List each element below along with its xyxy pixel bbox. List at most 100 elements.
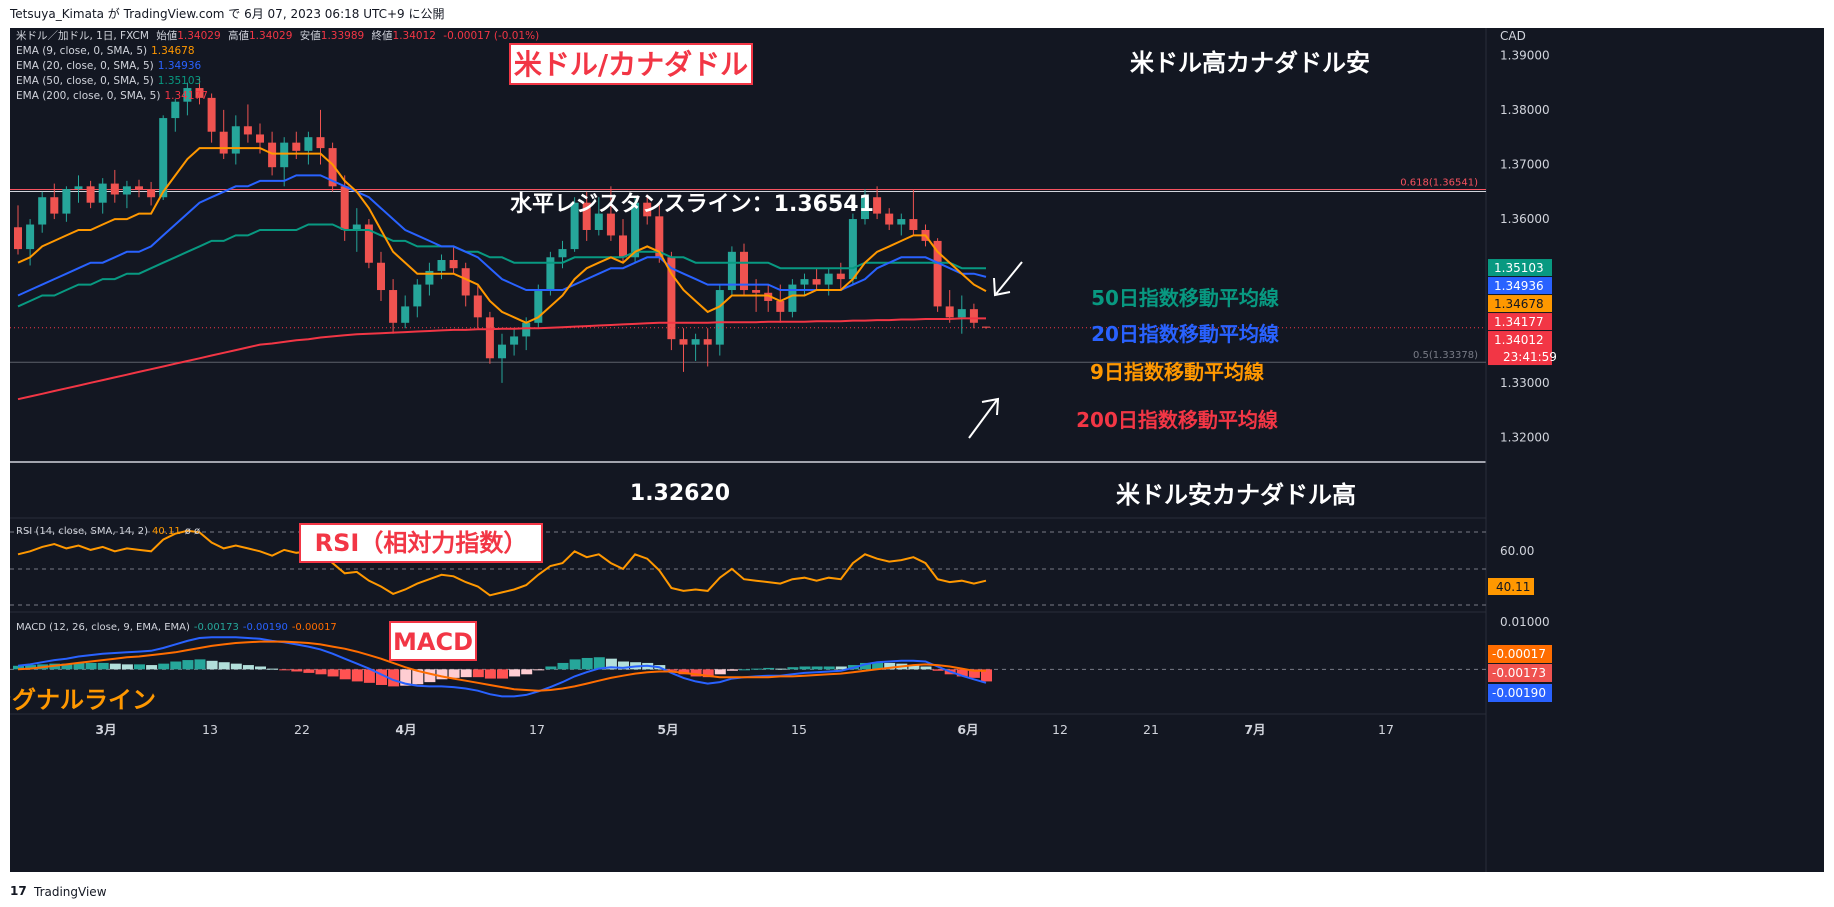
- title-box[interactable]: [509, 43, 753, 85]
- macd-hist-bar: [267, 668, 279, 670]
- candle-body: [304, 137, 313, 151]
- candle-body: [836, 273, 845, 280]
- macd-hist-bar: [472, 669, 484, 678]
- chart-area[interactable]: 0.618(1.36541) 0.5(1.33378) 米ドル／加ドル, 1日,…: [10, 28, 1824, 872]
- macd-title-box[interactable]: [389, 621, 477, 661]
- candle-body: [861, 197, 869, 220]
- macd-hist-bar: [460, 669, 472, 678]
- candle-body: [788, 284, 797, 312]
- rsi-line[interactable]: [17, 529, 987, 597]
- macd-hist-bar: [787, 667, 799, 670]
- macd-hist-bar: [860, 662, 871, 670]
- macd-hist-bar: [618, 661, 629, 670]
- candle-body: [655, 216, 664, 258]
- price-badge-text: 1.34012: [1494, 333, 1544, 347]
- macd-hist-bar: [85, 662, 97, 670]
- time-axis-label: 17: [529, 722, 545, 737]
- ohlc-close-label: 終値: [372, 29, 393, 42]
- macd-hist-bar: [690, 669, 702, 677]
- candle-body: [885, 213, 894, 225]
- candle-body: [897, 219, 906, 225]
- price-badge-text: 1.34177: [1494, 315, 1544, 329]
- macd-badge: [1488, 664, 1552, 682]
- time-axis-label: 7月: [1244, 722, 1265, 737]
- chart-header: Tetsuya_Kimata が TradingView.com で 6月 07…: [0, 0, 1834, 28]
- candle-body: [982, 326, 990, 328]
- macd-hist-bar: [158, 663, 170, 670]
- price-tick-1.33: 1.33000: [1500, 376, 1550, 390]
- chart-svg[interactable]: 0.618(1.36541) 0.5(1.33378) 米ドル／加ドル, 1日,…: [10, 28, 1824, 872]
- macd-hist-bar: [956, 669, 968, 677]
- candle-body: [268, 142, 277, 168]
- candle-body: [873, 197, 882, 214]
- macd-hist-bar: [509, 669, 521, 677]
- time-axis-label: 22: [294, 722, 310, 737]
- candle-body: [945, 306, 954, 318]
- currency-label: CAD: [1500, 29, 1526, 43]
- macd-hist-bar: [726, 669, 738, 671]
- candle-body: [727, 251, 736, 291]
- macd-hist-bar: [13, 665, 24, 670]
- ema50-legend-value: 1.35103: [158, 75, 201, 87]
- candle-body: [957, 309, 966, 318]
- candle-body: [377, 262, 385, 291]
- rsi-badge-text: 40.11: [1496, 580, 1530, 594]
- candle-body: [147, 189, 156, 198]
- macd-hist-bar: [569, 659, 581, 670]
- candle-body: [570, 202, 579, 250]
- macd-hist-bar: [351, 669, 363, 682]
- signal-line[interactable]: [17, 640, 986, 692]
- macd-hist-bar: [97, 662, 109, 670]
- ema9-line[interactable]: [17, 147, 987, 324]
- candle-body: [824, 273, 833, 285]
- candle-body: [800, 279, 809, 285]
- candle-body: [485, 317, 494, 359]
- time-axis-label: 13: [202, 722, 218, 737]
- macd-hist-bar: [811, 666, 823, 670]
- macd-title: MACD: [393, 628, 473, 656]
- macd-hist-bar: [242, 665, 254, 670]
- time-axis[interactable]: 3月 13 22 4月 17 5月 15 6月 12 21 7月 17: [95, 722, 1394, 737]
- legend-symbol: 米ドル／加ドル, 1日, FXCM: [16, 29, 149, 42]
- macd-hist-bar: [484, 669, 496, 679]
- chart-title: 米ドル/カナダドル: [514, 48, 748, 81]
- macd-legend-signal: -0.00017: [292, 622, 337, 633]
- price-badge: [1488, 295, 1552, 313]
- time-axis-label: 15: [791, 722, 807, 737]
- candle-body: [38, 197, 47, 225]
- candle-body: [256, 134, 264, 143]
- macd-hist-bar: [775, 668, 787, 670]
- candle-body: [243, 126, 252, 135]
- candle-body: [703, 339, 712, 345]
- time-axis-label: 5月: [657, 722, 678, 737]
- macd-hist-bar: [557, 662, 569, 670]
- candle-body: [546, 257, 555, 291]
- ema50-line[interactable]: [17, 223, 986, 308]
- macd-hist-bar: [835, 666, 847, 670]
- macd-line[interactable]: [17, 636, 987, 698]
- macd-hist-bar: [799, 666, 811, 670]
- macd-hist-bar: [315, 669, 327, 675]
- ema9-annotation: 9日指数移動平均線: [1090, 360, 1264, 384]
- macd-hist-bar: [448, 669, 460, 678]
- macd-hist-bar: [714, 669, 726, 675]
- candle-body: [413, 284, 422, 307]
- macd-legend-label: MACD (12, 26, close, 9, EMA, EMA): [16, 622, 190, 633]
- candle-body: [425, 270, 434, 285]
- candle-body: [691, 339, 700, 345]
- rsi-title-box[interactable]: [299, 523, 543, 563]
- macd-hist-bar: [981, 669, 992, 682]
- candle-body: [594, 213, 603, 230]
- ema200-line[interactable]: [17, 317, 986, 401]
- candle-body: [207, 97, 216, 132]
- ema50-legend-label: EMA (50, close, 0, SMA, 5): [16, 75, 154, 87]
- candle-body: [498, 344, 506, 359]
- candle-body: [679, 339, 688, 345]
- legend-line: 米ドル／加ドル, 1日, FXCM 始値1.34029 高値1.34029 安値…: [16, 29, 539, 42]
- macd-hist-bar: [521, 669, 533, 675]
- candle-body: [292, 142, 301, 151]
- candle-body: [522, 322, 531, 337]
- price-badges: 1.35103 1.34936 1.34678 1.34177 1.34012: [1488, 259, 1552, 366]
- ema20-annotation: 20日指数移動平均線: [1091, 322, 1279, 346]
- candle-body: [631, 202, 640, 258]
